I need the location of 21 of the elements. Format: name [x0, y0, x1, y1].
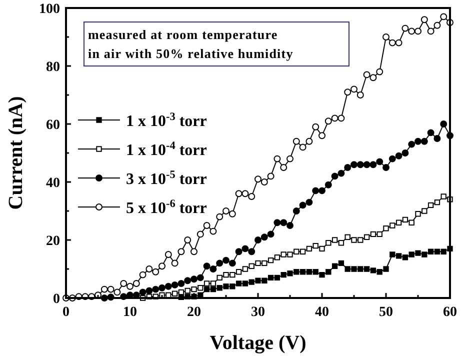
legend-label: 1 x 10$^{-3}$ torr — [126, 111, 207, 130]
y-axis-title: Current (nA) — [5, 96, 27, 210]
x-tick-label: 10 — [123, 305, 137, 320]
y-tick-label: 40 — [46, 176, 60, 191]
x-tick-label: 60 — [443, 305, 457, 320]
y-tick-label: 80 — [46, 60, 60, 75]
legend-label: 1 x 10$^{-4}$ torr — [126, 140, 207, 159]
annotation: in air with 50% relative humidity — [88, 46, 294, 61]
y-tick-label: 60 — [46, 118, 60, 133]
y-tick-label: 20 — [46, 234, 60, 249]
x-tick-label: 0 — [62, 305, 70, 320]
legend-label: 5 x 10$^{-6}$ torr — [126, 198, 207, 217]
y-tick-label: 0 — [53, 292, 60, 307]
x-tick-label: 30 — [251, 305, 265, 320]
x-tick-label: 40 — [315, 305, 329, 320]
x-tick-label: 20 — [187, 305, 201, 320]
x-axis-title: Voltage (V) — [210, 332, 306, 354]
legend-label: 3 x 10$^{-5}$ torr — [126, 169, 207, 188]
y-tick-label: 100 — [39, 2, 60, 17]
x-tick-label: 50 — [379, 305, 393, 320]
annotation: measured at room temperature — [88, 27, 278, 42]
